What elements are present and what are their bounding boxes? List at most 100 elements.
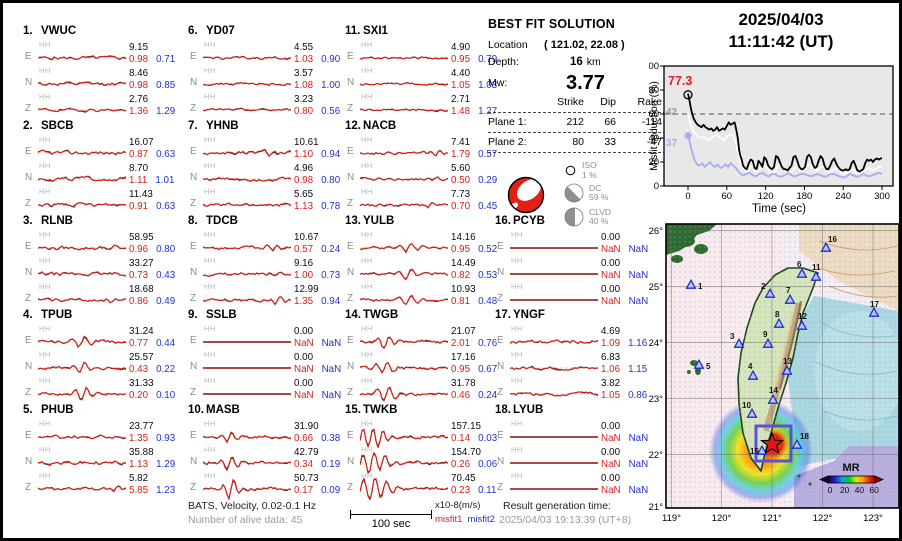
station-code: YNGF — [513, 309, 545, 321]
misfit1-value: NaN — [601, 485, 621, 496]
waveform-trace — [203, 107, 291, 112]
svg-text:80: 80 — [649, 85, 659, 96]
waveform-values: 50.73 0.17 0.09 — [294, 473, 340, 497]
waveform-trace — [360, 428, 448, 448]
misfit2-value: NaN — [628, 296, 649, 307]
misfit1-value: 1.06 — [601, 364, 621, 375]
station-block: 9. SSLB E HH 0.00 NaN NaN N HH 0.00 NaN NaN… — [188, 309, 364, 403]
waveform-trace — [360, 56, 448, 60]
svg-text:60: 60 — [649, 109, 659, 120]
misfit2-value: 0.78 — [321, 201, 341, 212]
waveform-values: 0.00 NaN NaN — [601, 232, 648, 256]
amplitude-value: 7.73 — [451, 189, 471, 200]
misfit-yaxis-label: Misfit reduction (%) — [649, 81, 660, 171]
amplitude-value: 14.49 — [451, 258, 476, 269]
misfit2-value: 0.93 — [156, 433, 176, 444]
component-label: Z — [25, 482, 32, 493]
component-label: N — [190, 361, 198, 372]
channel-label: HH — [204, 350, 216, 359]
plane2-dip: 33 — [604, 136, 616, 148]
misfit1-legend: misfit1 — [435, 514, 463, 525]
component-label: N — [25, 172, 33, 183]
svg-text:20: 20 — [649, 157, 659, 168]
station-number: 10. — [188, 404, 204, 416]
misfit2-value: 0.71 — [156, 54, 176, 65]
station-marker-number: 8 — [775, 310, 780, 319]
waveform-row: N HH 8.70 1.11 1.01 — [23, 161, 199, 192]
epicenter-star — [759, 431, 785, 455]
svg-text:40: 40 — [855, 485, 865, 495]
channel-label: HH — [511, 350, 523, 359]
component-label: Z — [25, 103, 32, 114]
amplitude-value: 9.15 — [129, 42, 149, 53]
waveform-values: 17.16 0.95 0.67 — [451, 352, 497, 376]
waveform-values: 4.69 1.09 1.16 — [601, 326, 647, 350]
waveform-values: 0.00 NaN NaN — [601, 258, 648, 282]
waveform-trace — [203, 244, 291, 252]
waveform-trace — [360, 201, 448, 209]
component-label: E — [347, 146, 354, 157]
station-number: 11. — [345, 25, 361, 37]
location-value: ( 121.02, 22.08 ) — [544, 39, 625, 51]
waveform-values: 14.49 0.82 0.53 — [451, 258, 497, 282]
table-header: Strike Dip Rake — [488, 95, 666, 110]
amplitude-value: 5.60 — [451, 163, 471, 174]
waveform-row: N HH 8.46 0.98 0.85 — [23, 66, 199, 97]
station-marker-number: 14 — [769, 386, 778, 395]
waveform-row: N HH 33.27 0.73 0.43 — [23, 256, 199, 287]
clvd-icon — [564, 207, 584, 227]
misfit1-value: 0.77 — [129, 338, 149, 349]
station-marker-number: 2 — [761, 282, 766, 291]
waveform-trace — [38, 201, 126, 208]
station-block: 7. YHNB E HH 10.61 1.10 0.94 N HH 4.96 0.9… — [188, 120, 364, 214]
misfit2-value: 0.67 — [478, 364, 498, 375]
low-misfit-label: 37 — [666, 138, 678, 149]
channel-label: HH — [361, 445, 373, 454]
mw-value: 3.77 — [566, 72, 605, 94]
component-label: Z — [497, 293, 504, 304]
station-code: YD07 — [206, 25, 235, 37]
component-label: Z — [190, 482, 197, 493]
waveform-row: N HH 17.16 0.95 0.67 — [345, 350, 521, 381]
waveform-trace — [38, 460, 126, 467]
svg-text:20: 20 — [840, 485, 850, 495]
station-number: 16. — [495, 215, 511, 227]
misfit2-value: NaN — [628, 270, 649, 281]
misfit1-value: NaN — [601, 459, 621, 470]
waveform-values: 0.00 NaN NaN — [294, 326, 341, 350]
waveform-row: E HH 10.61 1.10 0.94 — [188, 135, 364, 166]
station-number: 15. — [345, 404, 361, 416]
waveform-trace — [510, 436, 598, 438]
dc-icon — [564, 183, 584, 203]
station-block: 12. NACB E HH 7.41 1.79 0.57 N HH 5.60 0.5… — [345, 120, 521, 214]
station-block: 2. SBCB E HH 16.07 0.87 0.63 N HH 8.70 1.1… — [23, 120, 199, 214]
waveform-trace — [38, 55, 126, 61]
station-header: 18. LYUB — [495, 404, 671, 416]
channel-label: HH — [204, 419, 216, 428]
station-block: 11. SXI1 E HH 4.90 0.95 0.79 N HH 4.40 1.0… — [345, 25, 521, 119]
waveform-trace — [203, 271, 291, 278]
misfit1-value: 0.34 — [294, 459, 314, 470]
station-code: YHNB — [206, 120, 239, 132]
dc-label: DC — [589, 182, 602, 193]
component-label: N — [497, 456, 505, 467]
station-block: 16. PCYB E HH 0.00 NaN NaN N HH 0.00 NaN Na… — [495, 215, 671, 309]
component-label: N — [190, 456, 198, 467]
svg-text:0: 0 — [654, 181, 659, 192]
amplitude-value: 10.67 — [294, 232, 319, 243]
component-label: E — [190, 241, 197, 252]
misfit2-value: 0.06 — [478, 459, 498, 470]
clvd-label: CLVD — [589, 206, 612, 217]
location-label: Location — [488, 39, 528, 51]
station-block: 14. TWGB E HH 21.07 2.01 0.76 N HH 17.16 0… — [345, 309, 521, 403]
station-marker — [781, 364, 793, 375]
waveform-values: 10.61 1.10 0.94 — [294, 137, 340, 161]
waveform-values: 33.27 0.73 0.43 — [129, 258, 175, 282]
channel-label: HH — [204, 92, 216, 101]
misfit1-value: NaN — [601, 270, 621, 281]
misfit2-value: 0.22 — [156, 364, 176, 375]
waveform-trace — [38, 81, 126, 87]
component-label: N — [347, 77, 355, 88]
waveform-values: 2.71 1.48 1.27 — [451, 94, 497, 118]
station-code: VWUC — [41, 25, 77, 37]
